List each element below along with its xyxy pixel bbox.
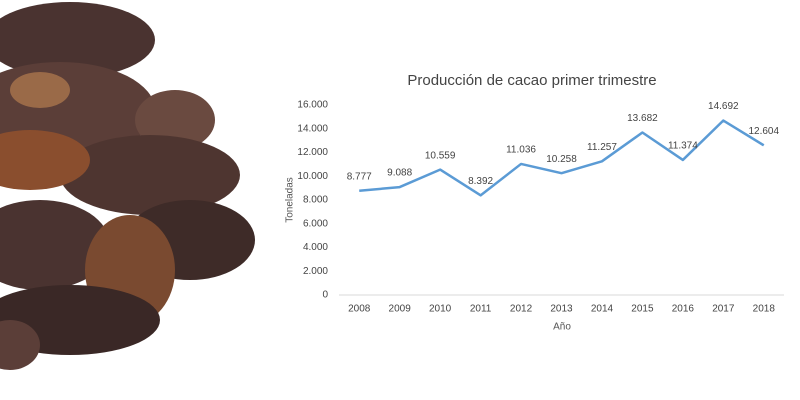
data-label: 8.777	[347, 171, 372, 182]
x-tick-label: 2011	[470, 304, 492, 315]
data-line	[359, 119, 765, 197]
x-tick-label: 2012	[510, 304, 533, 315]
data-label: 11.374	[668, 141, 698, 152]
chart-title: Producción de cacao primer trimestre	[407, 72, 656, 89]
x-tick-label: 2018	[753, 304, 776, 315]
data-label: 14.692	[708, 101, 739, 112]
cacao-photo	[0, 2, 255, 370]
x-axis-title: Año	[553, 322, 571, 333]
x-tick-label: 2013	[550, 304, 573, 315]
x-tick-label: 2008	[348, 304, 371, 315]
data-label: 10.559	[425, 150, 456, 161]
data-label: 8.392	[468, 176, 493, 187]
x-tick-label: 2010	[429, 304, 452, 315]
data-label: 13.682	[627, 113, 658, 124]
data-label: 11.257	[587, 142, 617, 153]
y-tick-label: 12.000	[297, 147, 328, 158]
x-tick-label: 2016	[672, 304, 695, 315]
x-tick-label: 2009	[389, 304, 412, 315]
y-tick-label: 6.000	[303, 218, 328, 229]
x-tick-label: 2015	[631, 304, 654, 315]
x-tick-label: 2014	[591, 304, 614, 315]
data-label: 11.036	[506, 145, 536, 156]
y-tick-label: 0	[322, 290, 328, 301]
y-axis-title: Toneladas	[285, 177, 296, 223]
y-tick-label: 14.000	[297, 123, 328, 134]
data-label: 12.604	[748, 126, 779, 137]
y-tick-label: 16.000	[297, 100, 328, 111]
data-label: 10.258	[546, 154, 577, 165]
y-tick-label: 4.000	[303, 242, 328, 253]
y-tick-label: 2.000	[303, 266, 328, 277]
x-tick-label: 2017	[712, 304, 735, 315]
data-label: 9.088	[387, 168, 412, 179]
y-tick-label: 8.000	[303, 195, 328, 206]
y-tick-label: 10.000	[297, 171, 328, 182]
